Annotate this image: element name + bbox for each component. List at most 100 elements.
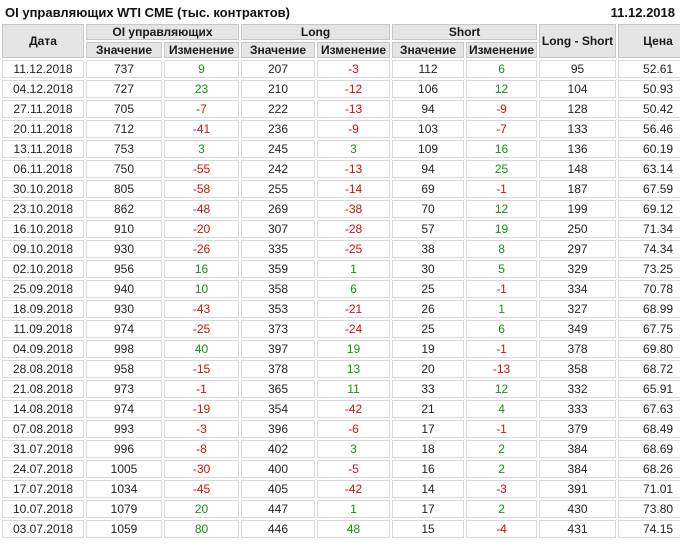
- cell-date: 31.07.2018: [2, 440, 84, 458]
- cell-oi-value: 737: [86, 60, 162, 78]
- subheader-long-change: Изменение: [317, 42, 391, 58]
- cell-price: 52.61: [618, 60, 680, 78]
- cell-long-change: 13: [317, 360, 391, 378]
- table-row: 28.08.2018 958 -15 378 13 20 -13 358 68.…: [2, 360, 680, 378]
- cell-short-change: 6: [466, 320, 538, 338]
- cell-long-value: 207: [241, 60, 316, 78]
- cell-price: 63.14: [618, 160, 680, 178]
- cell-price: 50.42: [618, 100, 680, 118]
- cell-price: 67.59: [618, 180, 680, 198]
- cell-short-change: -9: [466, 100, 538, 118]
- cell-long-change: -6: [317, 420, 391, 438]
- cell-oi-change: -45: [164, 480, 240, 498]
- cell-long-change: 19: [317, 340, 391, 358]
- cell-short-change: -1: [466, 340, 538, 358]
- cell-oi-value: 974: [86, 320, 162, 338]
- cell-oi-value: 727: [86, 80, 162, 98]
- cell-price: 60.19: [618, 140, 680, 158]
- cell-short-change: 8: [466, 240, 538, 258]
- table-row: 10.07.2018 1079 20 447 1 17 2 430 73.80: [2, 500, 680, 518]
- titlebar: OI управляющих WTI CME (тыс. контрактов)…: [0, 0, 680, 22]
- cell-long-short: 333: [539, 400, 617, 418]
- cell-short-value: 21: [392, 400, 465, 418]
- cell-long-value: 335: [241, 240, 316, 258]
- table-row: 30.10.2018 805 -58 255 -14 69 -1 187 67.…: [2, 180, 680, 198]
- cell-short-change: -13: [466, 360, 538, 378]
- cell-date: 27.11.2018: [2, 100, 84, 118]
- cell-short-value: 103: [392, 120, 465, 138]
- cell-short-change: 2: [466, 440, 538, 458]
- cell-oi-value: 973: [86, 380, 162, 398]
- cell-long-value: 236: [241, 120, 316, 138]
- cell-long-change: -9: [317, 120, 391, 138]
- cell-short-value: 94: [392, 160, 465, 178]
- cell-date: 17.07.2018: [2, 480, 84, 498]
- cell-long-short: 187: [539, 180, 617, 198]
- cell-oi-value: 862: [86, 200, 162, 218]
- cell-oi-value: 930: [86, 300, 162, 318]
- column-header-date: Дата: [2, 24, 84, 58]
- cell-short-value: 25: [392, 320, 465, 338]
- cell-long-short: 133: [539, 120, 617, 138]
- cell-price: 67.63: [618, 400, 680, 418]
- cell-long-short: 431: [539, 520, 617, 538]
- cell-date: 25.09.2018: [2, 280, 84, 298]
- cell-date: 11.12.2018: [2, 60, 84, 78]
- cell-long-value: 447: [241, 500, 316, 518]
- cell-date: 09.10.2018: [2, 240, 84, 258]
- cell-date: 28.08.2018: [2, 360, 84, 378]
- table-body: 11.12.2018 737 9 207 -3 112 6 95 52.61 0…: [2, 60, 680, 538]
- cell-oi-value: 753: [86, 140, 162, 158]
- cell-oi-change: -25: [164, 320, 240, 338]
- cell-oi-value: 993: [86, 420, 162, 438]
- cell-price: 50.93: [618, 80, 680, 98]
- cell-oi-value: 996: [86, 440, 162, 458]
- cell-oi-change: -58: [164, 180, 240, 198]
- cell-long-change: 1: [317, 500, 391, 518]
- table-row: 24.07.2018 1005 -30 400 -5 16 2 384 68.2…: [2, 460, 680, 478]
- cell-long-short: 148: [539, 160, 617, 178]
- table-row: 02.10.2018 956 16 359 1 30 5 329 73.25: [2, 260, 680, 278]
- cell-oi-change: 16: [164, 260, 240, 278]
- column-header-oi: OI управляющих: [86, 24, 240, 40]
- cell-short-change: 2: [466, 460, 538, 478]
- cell-long-short: 391: [539, 480, 617, 498]
- cell-long-value: 269: [241, 200, 316, 218]
- cell-long-short: 250: [539, 220, 617, 238]
- cell-long-short: 334: [539, 280, 617, 298]
- cell-date: 02.10.2018: [2, 260, 84, 278]
- column-header-short: Short: [392, 24, 538, 40]
- cell-long-change: -13: [317, 100, 391, 118]
- cell-price: 73.25: [618, 260, 680, 278]
- cell-long-value: 397: [241, 340, 316, 358]
- cell-price: 68.72: [618, 360, 680, 378]
- subheader-long-value: Значение: [241, 42, 316, 58]
- cell-long-change: -28: [317, 220, 391, 238]
- cell-oi-change: -43: [164, 300, 240, 318]
- cell-oi-value: 1005: [86, 460, 162, 478]
- table-row: 20.11.2018 712 -41 236 -9 103 -7 133 56.…: [2, 120, 680, 138]
- subheader-oi-change: Изменение: [164, 42, 240, 58]
- cell-oi-value: 1034: [86, 480, 162, 498]
- cell-date: 16.10.2018: [2, 220, 84, 238]
- cell-long-change: 3: [317, 140, 391, 158]
- cell-long-short: 104: [539, 80, 617, 98]
- cell-short-change: -4: [466, 520, 538, 538]
- cell-date: 20.11.2018: [2, 120, 84, 138]
- cell-long-value: 359: [241, 260, 316, 278]
- cell-short-change: 16: [466, 140, 538, 158]
- column-header-price: Цена: [618, 24, 680, 58]
- cell-oi-change: -19: [164, 400, 240, 418]
- cell-long-value: 210: [241, 80, 316, 98]
- cell-short-value: 57: [392, 220, 465, 238]
- cell-long-value: 396: [241, 420, 316, 438]
- cell-price: 74.34: [618, 240, 680, 258]
- cell-short-value: 33: [392, 380, 465, 398]
- column-header-long: Long: [241, 24, 391, 40]
- cell-short-value: 14: [392, 480, 465, 498]
- cell-price: 68.69: [618, 440, 680, 458]
- cell-long-value: 242: [241, 160, 316, 178]
- cell-long-short: 430: [539, 500, 617, 518]
- cell-long-short: 378: [539, 340, 617, 358]
- cell-date: 11.09.2018: [2, 320, 84, 338]
